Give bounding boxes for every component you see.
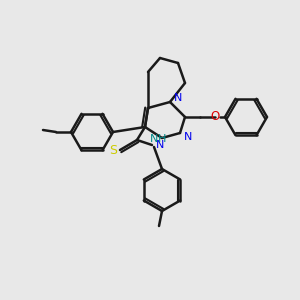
Text: N: N <box>174 93 182 103</box>
Text: S: S <box>109 143 117 157</box>
Text: N: N <box>156 140 164 150</box>
Text: N: N <box>150 134 158 144</box>
Text: O: O <box>210 110 220 124</box>
Text: N: N <box>184 132 192 142</box>
Text: H: H <box>158 134 166 144</box>
